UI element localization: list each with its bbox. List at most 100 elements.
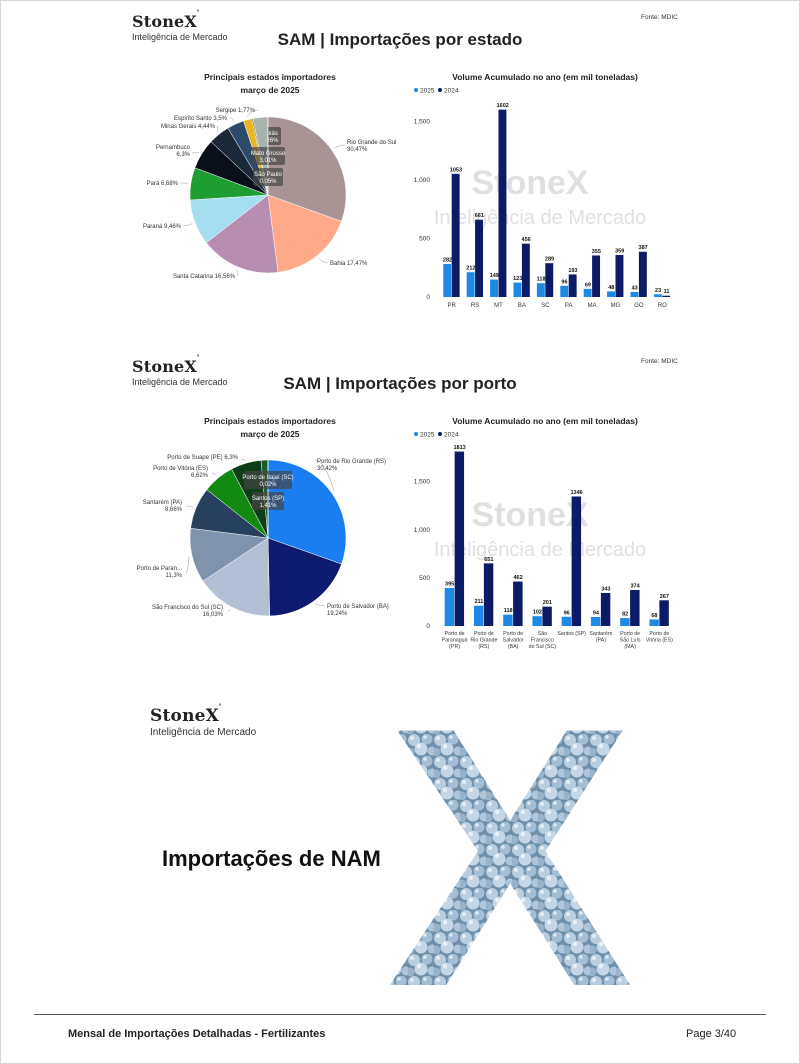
svg-text:Porto de Itajaí (SC): Porto de Itajaí (SC) [242, 475, 293, 481]
x-tick-label: MA [588, 303, 597, 309]
svg-text:Rio Grande do Sul: Rio Grande do Sul [347, 140, 396, 146]
bar-value-2024-pr: 1053 [450, 167, 462, 173]
pie-slice-sao-francisco-do-sul-sc [202, 537, 270, 617]
svg-text:0,02%: 0,02% [259, 482, 277, 488]
y-tick-label: 0 [426, 623, 430, 630]
svg-text:São Francisco do Sul (SC): São Francisco do Sul (SC) [152, 605, 223, 611]
pie-slice-santa-catarina [205, 194, 279, 274]
svg-text:Porto de Suape (PE) 6,3%: Porto de Suape (PE) 6,3% [167, 455, 238, 461]
svg-text:Mato Grosso: Mato Grosso [251, 151, 286, 157]
bar-value-2024-sc: 289 [545, 257, 554, 263]
bar-2024-ba [521, 243, 530, 297]
bar-2024-santarem-pa [600, 592, 611, 626]
svg-text:8,66%: 8,66% [165, 507, 183, 513]
bar-group-ma: 69 355 MA [583, 249, 601, 309]
bar-2024-porto-de-sao-luis-ma [630, 590, 640, 626]
bar-value-2025-sao-francisco-do-sul-sc: 102 [533, 610, 542, 616]
bar-value-2024-ma: 355 [592, 249, 601, 255]
svg-text:30,42%: 30,42% [317, 466, 338, 472]
pie-chart-ports: Porto de Rio Grande (RS)30,42% Porto de S… [137, 455, 389, 618]
x-tick-label: (MA) [624, 644, 636, 650]
bar-value-2025-rs: 212 [466, 266, 475, 272]
pie-label-porto-de-suape-pe: Porto de Suape (PE) 6,3% [167, 455, 246, 461]
bar-group-mg: 48 359 MG [607, 249, 624, 309]
x-tick-label: Paranaguá [442, 638, 468, 644]
svg-text:Porto de Rio Grande (RS): Porto de Rio Grande (RS) [317, 459, 386, 465]
bar-value-2024-rs: 661 [475, 213, 484, 219]
bar-value-2025-ba: 123 [513, 276, 522, 282]
bar-value-2024-porto-de-salvador-ba: 462 [514, 575, 523, 581]
bar-2024-porto-de-vitoria-es [659, 600, 669, 626]
chart-legend: 2025 2024 [414, 432, 459, 439]
stonex-logo-1: StoneX° Inteligência de Mercado [132, 10, 228, 42]
svg-text:Espírito Santo 3,5%: Espírito Santo 3,5% [174, 116, 228, 122]
bar-value-2024-porto-de-sao-luis-ma: 374 [631, 584, 641, 590]
footer-title: Mensal de Importações Detalhadas - Ferti… [68, 1028, 326, 1040]
svg-text:1,41%: 1,41% [259, 503, 277, 509]
bar-value-2025-pa: 96 [561, 279, 567, 285]
x-letter: X [387, 690, 636, 995]
y-tick-label: 1.000 [414, 177, 431, 184]
svg-text:11,3%: 11,3% [165, 573, 182, 579]
source-label-1: Fonte: MDIC [641, 14, 678, 21]
bar-2024-ma [592, 255, 601, 297]
legend-marker-2024 [438, 432, 442, 436]
pie-label-porto-de-vitoria-es: Porto de Vitória (ES)6,62% [153, 466, 217, 479]
x-tick-label: São [538, 631, 547, 637]
bar-2024-santos-sp [571, 496, 582, 626]
bar-value-2025-sc: 118 [537, 277, 546, 283]
bar-value-2025-santos-sp: 96 [564, 610, 570, 616]
section-title-states: SAM | Importações por estado [277, 30, 523, 49]
pie-label-bahia: Bahia 17,47% [318, 257, 368, 267]
bar-value-2025-santarem-pa: 94 [593, 610, 600, 616]
svg-text:São Paulo: São Paulo [254, 172, 282, 178]
logo-name: StoneX [150, 706, 220, 726]
bar-2025-ma [583, 288, 592, 297]
bar-2025-santarem-pa [590, 616, 601, 626]
x-tick-label: PA [565, 303, 573, 309]
svg-text:Pernambuco: Pernambuco [156, 145, 191, 151]
bar-2024-pa [568, 274, 577, 297]
bar-value-2025-pr: 282 [443, 258, 452, 264]
x-tick-label: Porto de [445, 631, 465, 637]
bar-value-2024-mg: 359 [615, 249, 624, 255]
pie-slice-porto-de-salvador-ba [267, 537, 342, 617]
pie-title-line1: Principais estados importadores [204, 72, 336, 82]
section-title-nam: Importações de NAM [162, 846, 381, 871]
bar-2025-porto-de-salvador-ba [503, 614, 513, 626]
bar-2025-porto-de-sao-luis-ma [620, 618, 630, 626]
bar-chart-states: StoneX Inteligência de Mercado 2025 2024 0 50… [414, 88, 671, 309]
svg-text:Porto de Vitória (ES): Porto de Vitória (ES) [153, 466, 208, 472]
pie-label-santa-catarina: Santa Catarina 16,56% [173, 269, 239, 280]
bar-2024-porto-de-salvador-ba [513, 581, 523, 626]
pie-title-line2: março de 2025 [240, 85, 300, 95]
pie-label-para: Pará 6,68% [147, 181, 188, 187]
bar-2025-porto-de-rio-grande-rs [473, 605, 484, 626]
bar-group-ba: 123 456 BA [513, 237, 531, 309]
bar-2025-sao-francisco-do-sul-sc [532, 616, 542, 626]
pie-title-line2: março de 2025 [240, 429, 300, 439]
bar-value-2025-porto-de-rio-grande-rs: 211 [474, 599, 483, 605]
legend-label-2025: 2025 [420, 88, 435, 95]
svg-text:Inteligência de Mercado: Inteligência de Mercado [434, 207, 646, 229]
bar-value-2024-ba: 456 [522, 237, 531, 243]
y-tick-label: 1.000 [414, 527, 431, 534]
svg-text:6,3%: 6,3% [176, 152, 190, 158]
legend-marker-2024 [438, 88, 442, 92]
legend-marker-2025 [414, 88, 418, 92]
x-tick-label: Rio Grande [470, 638, 497, 644]
x-tick-label: Porto de [649, 631, 669, 637]
pie-label-santarem-pa: Santarém (PA)8,66% [143, 500, 194, 513]
svg-text:Bahia 17,47%: Bahia 17,47% [330, 261, 368, 267]
bar-2024-porto-de-paranagua-pr [454, 451, 465, 626]
bar-value-2024-santarem-pa: 343 [601, 586, 610, 592]
pie-title-ports: Principais estados importadores março de… [160, 415, 380, 441]
x-tick-label: Porto de [474, 631, 494, 637]
bar-2025-ba [513, 282, 522, 297]
pie-title-line1: Principais estados importadores [204, 416, 336, 426]
